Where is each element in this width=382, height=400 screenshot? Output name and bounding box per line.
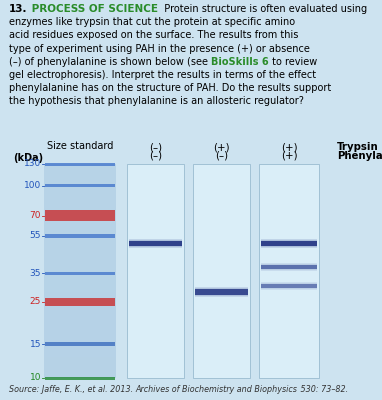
Text: Source: Jaffe, E. K., et al. 2013.: Source: Jaffe, E. K., et al. 2013.	[9, 384, 136, 394]
Text: the hypothesis that phenylalanine is an allosteric regulator?: the hypothesis that phenylalanine is an …	[9, 96, 304, 106]
Text: (–): (–)	[149, 142, 162, 152]
Bar	[45, 342, 115, 346]
Text: (kDa): (kDa)	[13, 153, 43, 163]
Text: Phenylalanine: Phenylalanine	[337, 151, 382, 161]
Bar	[44, 164, 116, 175]
Text: acid residues exposed on the surface. The results from this: acid residues exposed on the surface. Th…	[9, 30, 298, 40]
Text: (–): (–)	[149, 151, 162, 161]
Text: (+): (+)	[213, 142, 230, 152]
Bar	[261, 239, 317, 248]
Bar	[195, 288, 248, 296]
Bar	[129, 241, 182, 246]
Bar	[261, 264, 317, 270]
Text: enzymes like trypsin that cut the protein at specific amino: enzymes like trypsin that cut the protei…	[9, 17, 295, 27]
Bar	[44, 186, 116, 196]
Bar	[44, 282, 116, 292]
Text: 130: 130	[24, 160, 41, 168]
Bar	[44, 271, 116, 282]
Text: 13.: 13.	[9, 4, 28, 14]
Bar	[261, 283, 317, 289]
Bar	[45, 376, 115, 380]
Text: Protein structure is often evaluated using: Protein structure is often evaluated usi…	[157, 4, 367, 14]
Bar	[127, 164, 184, 378]
Text: gel electrophoresis). Interpret the results in terms of the effect: gel electrophoresis). Interpret the resu…	[9, 70, 316, 80]
Text: 25: 25	[30, 297, 41, 306]
Bar	[45, 272, 115, 275]
Bar	[44, 260, 116, 271]
Bar	[44, 218, 116, 228]
Bar	[259, 164, 319, 378]
Text: (+): (+)	[281, 151, 297, 161]
Bar	[44, 292, 116, 303]
Text: Trypsin: Trypsin	[337, 142, 379, 152]
Text: (–): (–)	[215, 151, 228, 161]
Bar	[44, 164, 116, 378]
Text: 70: 70	[29, 211, 41, 220]
Bar	[45, 162, 115, 166]
Bar	[44, 207, 116, 218]
Text: Archives of Biochemistry and Biophysics: Archives of Biochemistry and Biophysics	[136, 384, 298, 394]
Bar	[44, 346, 116, 357]
Bar	[44, 367, 116, 378]
Bar	[261, 265, 317, 269]
Text: 100: 100	[24, 181, 41, 190]
Bar	[44, 324, 116, 335]
Bar	[44, 303, 116, 314]
Bar	[44, 228, 116, 239]
Bar	[44, 250, 116, 260]
Bar	[44, 314, 116, 324]
Text: 35: 35	[29, 269, 41, 278]
Text: 530: 73–82.: 530: 73–82.	[298, 384, 348, 394]
Text: (+): (+)	[281, 142, 297, 152]
Bar	[44, 175, 116, 186]
Text: 55: 55	[29, 231, 41, 240]
Text: type of experiment using PAH in the presence (+) or absence: type of experiment using PAH in the pres…	[9, 44, 310, 54]
Text: Size standard: Size standard	[47, 141, 113, 151]
Bar	[195, 289, 248, 295]
Bar	[129, 239, 182, 248]
Text: 15: 15	[29, 340, 41, 349]
Text: BioSkills 6: BioSkills 6	[211, 57, 269, 67]
Bar	[45, 298, 115, 306]
Bar	[261, 284, 317, 288]
Bar	[45, 184, 115, 187]
Text: to review: to review	[269, 57, 317, 67]
Bar	[261, 263, 317, 271]
Bar	[44, 335, 116, 346]
Bar	[261, 240, 317, 248]
Text: phenylalanine has on the structure of PAH. Do the results support: phenylalanine has on the structure of PA…	[9, 83, 331, 93]
Bar	[44, 196, 116, 207]
Bar	[44, 239, 116, 250]
Bar	[44, 357, 116, 367]
Bar	[45, 234, 115, 238]
Bar	[261, 241, 317, 246]
Bar	[261, 282, 317, 290]
Bar	[195, 287, 248, 297]
Text: 10: 10	[29, 374, 41, 382]
Text: (–) of phenylalanine is shown below (see: (–) of phenylalanine is shown below (see	[9, 57, 211, 67]
Bar	[193, 164, 250, 378]
Text: PROCESS OF SCIENCE: PROCESS OF SCIENCE	[28, 4, 157, 14]
Bar	[45, 210, 115, 221]
Bar	[129, 240, 182, 248]
